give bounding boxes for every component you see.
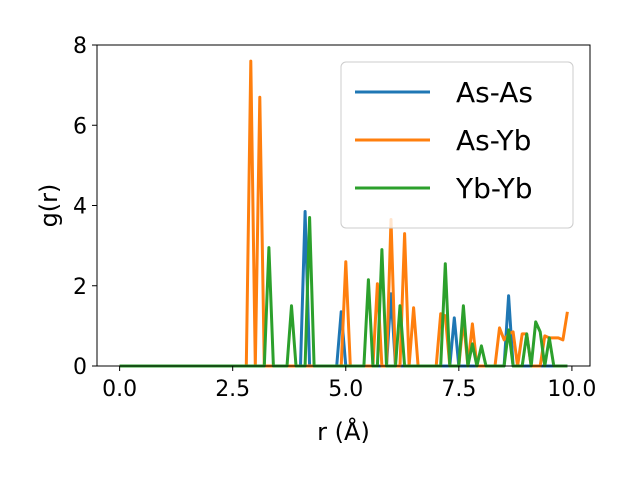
x-tick-label: 5.0	[328, 377, 363, 402]
x-tick-label: 10.0	[547, 377, 596, 402]
y-tick-label: 2	[73, 275, 87, 300]
legend-label: As-Yb	[456, 124, 531, 157]
y-tick-label: 4	[73, 195, 87, 220]
y-axis-label: g(r)	[35, 184, 63, 228]
y-tick-label: 8	[73, 34, 87, 59]
x-tick-label: 0.0	[102, 377, 137, 402]
series-line-2	[119, 216, 568, 368]
legend-label: Yb-Yb	[455, 172, 533, 205]
x-axis-label: r (Å)	[317, 417, 370, 446]
x-axis-ticks: 0.0 2.5 5.0 7.5 10.0	[102, 366, 596, 402]
legend: As-As As-Yb Yb-Yb	[340, 61, 574, 229]
y-axis-ticks: 0 2 4 6 8	[73, 34, 97, 380]
x-tick-label: 2.5	[215, 377, 250, 402]
y-tick-label: 0	[73, 355, 87, 380]
y-tick-label: 6	[73, 114, 87, 139]
x-tick-label: 7.5	[441, 377, 476, 402]
legend-label: As-As	[456, 76, 533, 109]
